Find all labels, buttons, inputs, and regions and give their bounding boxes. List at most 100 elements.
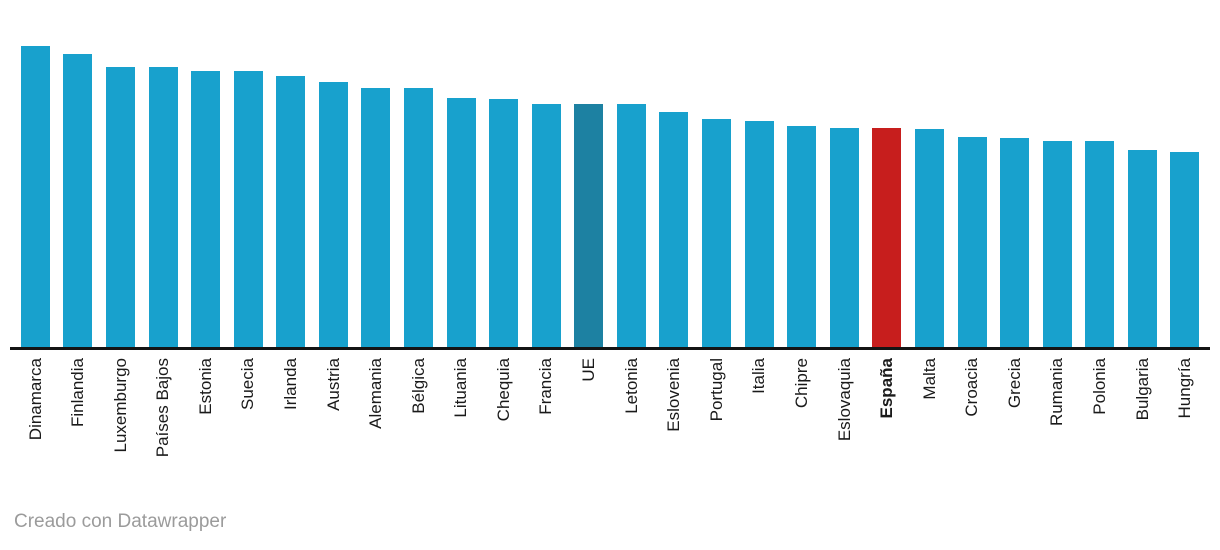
bar-letonia [616, 104, 646, 347]
x-label-cell: Suecia [227, 358, 270, 483]
x-label-dinamarca: Dinamarca [25, 358, 45, 441]
bar-eslovaquia [829, 128, 859, 347]
x-label-chipre: Chipre [791, 358, 811, 409]
bar-hungría [1170, 152, 1200, 347]
x-label-chequia: Chequia [493, 358, 513, 422]
x-label-eslovenia: Eslovenia [664, 358, 684, 432]
plot-area [14, 0, 1206, 347]
datawrapper-attribution-link[interactable]: Creado con Datawrapper [14, 511, 227, 532]
x-label-bélgica: Bélgica [408, 358, 428, 414]
bar-portugal [702, 119, 732, 347]
bar-column [1036, 0, 1079, 347]
x-label-cell: Finlandia [57, 358, 100, 483]
x-label-cell: Alemania [355, 358, 398, 483]
bar-chequia [489, 99, 519, 347]
x-label-cell: Malta [908, 358, 951, 483]
bar-column [525, 0, 568, 347]
x-label-cell: Luxemburgo [99, 358, 142, 483]
x-label-cell: Rumania [1036, 358, 1079, 483]
x-label-cell: Eslovenia [653, 358, 696, 483]
x-label-grecia: Grecia [1004, 358, 1024, 409]
x-label-malta: Malta [919, 358, 939, 400]
bar-column [951, 0, 994, 347]
bar-column [142, 0, 185, 347]
bar-croacia [957, 137, 987, 347]
bar-column [57, 0, 100, 347]
bar-austria [318, 82, 348, 347]
bar-estonia [191, 71, 221, 347]
x-label-estonia: Estonia [195, 358, 215, 415]
bar-column [823, 0, 866, 347]
bar-column [1078, 0, 1121, 347]
bar-column [610, 0, 653, 347]
bar-chipre [787, 126, 817, 347]
x-label-cell: Croacia [951, 358, 994, 483]
bar-column [184, 0, 227, 347]
x-label-cell: Lituania [440, 358, 483, 483]
x-label-cell: Dinamarca [14, 358, 57, 483]
x-label-cell: Hungría [1164, 358, 1207, 483]
bar-dinamarca [20, 46, 50, 347]
x-label-cell: Estonia [184, 358, 227, 483]
x-label-croacia: Croacia [962, 358, 982, 417]
bar-column [440, 0, 483, 347]
x-label-hungría: Hungría [1175, 358, 1195, 419]
bar-column [227, 0, 270, 347]
x-label-cell: Chequia [482, 358, 525, 483]
bar-column [14, 0, 57, 347]
bar-column [653, 0, 696, 347]
x-label-españa: España [877, 358, 897, 419]
x-label-letonia: Letonia [621, 358, 641, 414]
bar-column [695, 0, 738, 347]
x-label-países-bajos: Países Bajos [153, 358, 173, 458]
bar-francia [531, 104, 561, 347]
x-axis-labels: Dinamarca Finlandia Luxemburgo Países Bajos… [14, 358, 1206, 483]
bar-column [993, 0, 1036, 347]
bar-column [866, 0, 909, 347]
x-label-italia: Italia [749, 358, 769, 394]
x-label-bulgaria: Bulgaria [1132, 358, 1152, 421]
x-label-francia: Francia [536, 358, 556, 415]
x-label-cell: Grecia [993, 358, 1036, 483]
bar-column [269, 0, 312, 347]
x-label-cell: Eslovaquia [823, 358, 866, 483]
bar-bulgaria [1127, 150, 1157, 347]
x-label-alemania: Alemania [366, 358, 386, 429]
bar-bélgica [403, 88, 433, 347]
x-label-lituania: Lituania [451, 358, 471, 418]
bar-italia [744, 121, 774, 347]
bar-column [1164, 0, 1207, 347]
bar-finlandia [63, 54, 93, 347]
bar-suecia [233, 71, 263, 347]
x-label-polonia: Polonia [1089, 358, 1109, 415]
x-label-austria: Austria [323, 358, 343, 411]
x-label-cell: Letonia [610, 358, 653, 483]
bar-column [99, 0, 142, 347]
x-label-luxemburgo: Luxemburgo [110, 358, 130, 453]
bar-eslovenia [659, 112, 689, 347]
bar-column [908, 0, 951, 347]
bar-polonia [1085, 141, 1115, 347]
x-label-eslovaquia: Eslovaquia [834, 358, 854, 442]
x-label-cell: Países Bajos [142, 358, 185, 483]
x-label-cell: Francia [525, 358, 568, 483]
x-label-cell: Austria [312, 358, 355, 483]
bar-column [355, 0, 398, 347]
x-label-cell: Polonia [1078, 358, 1121, 483]
x-label-cell: Italia [738, 358, 781, 483]
bar-irlanda [276, 76, 306, 347]
bar-españa [872, 128, 902, 347]
bar-luxemburgo [105, 67, 135, 347]
bar-column [738, 0, 781, 347]
bar-grecia [1000, 138, 1030, 347]
x-label-cell: UE [568, 358, 611, 483]
x-label-irlanda: Irlanda [280, 358, 300, 410]
bar-países-bajos [148, 67, 178, 347]
bar-ue [574, 104, 604, 347]
bar-column [482, 0, 525, 347]
bar-column [397, 0, 440, 347]
bar-lituania [446, 98, 476, 347]
x-label-cell: Bulgaria [1121, 358, 1164, 483]
x-label-suecia: Suecia [238, 358, 258, 410]
